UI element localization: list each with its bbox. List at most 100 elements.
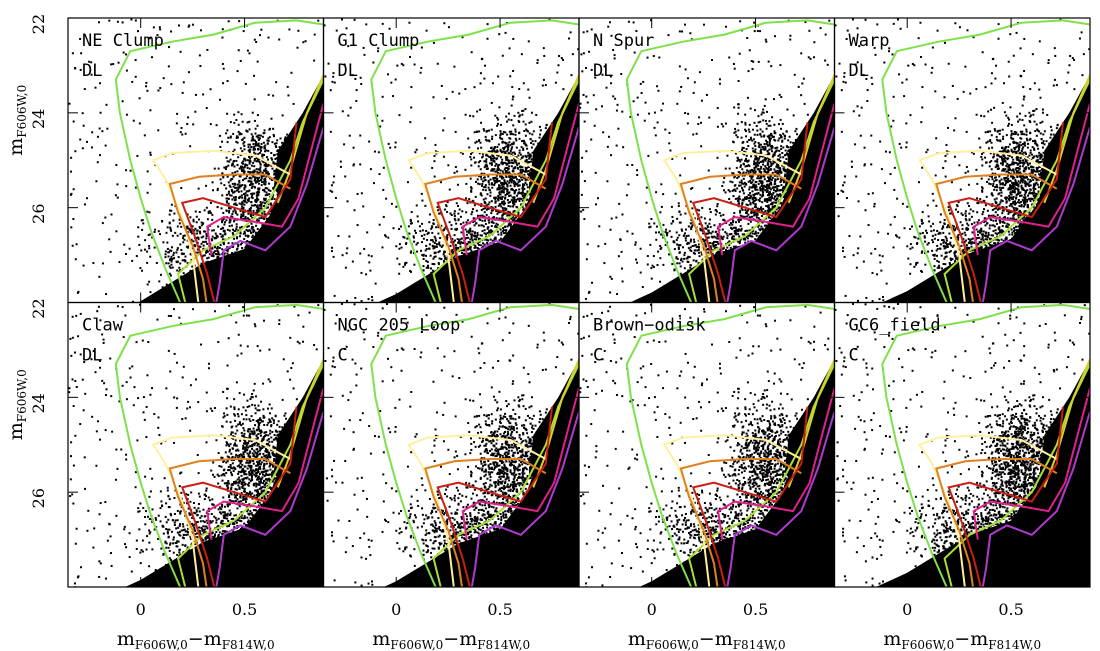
star-point <box>153 230 156 233</box>
star-point <box>271 195 274 198</box>
star-point <box>253 147 256 150</box>
star-point <box>250 231 253 234</box>
star-point <box>467 247 470 250</box>
star-point <box>258 179 261 182</box>
star-point <box>693 241 696 244</box>
star-point <box>745 280 748 283</box>
star-point <box>254 139 257 142</box>
star-point <box>604 242 607 245</box>
star-point <box>512 199 515 202</box>
star-point <box>748 186 751 189</box>
star-point <box>524 260 527 263</box>
star-point <box>169 274 172 277</box>
star-point <box>542 138 545 141</box>
star-point <box>772 162 775 165</box>
star-point <box>293 290 296 293</box>
star-point <box>512 176 515 179</box>
star-point <box>478 267 481 270</box>
star-point <box>696 217 699 220</box>
star-point <box>242 232 245 235</box>
star-point <box>181 259 184 262</box>
star-point <box>479 82 482 85</box>
star-point <box>430 271 433 274</box>
star-point <box>763 158 766 161</box>
star-point <box>419 71 422 74</box>
star-point <box>426 238 429 241</box>
star-point <box>363 53 366 56</box>
star-point <box>170 263 173 266</box>
star-point <box>571 119 574 122</box>
star-point <box>327 62 330 65</box>
star-point <box>360 300 363 303</box>
star-point <box>252 161 255 164</box>
star-point <box>132 300 135 303</box>
star-point <box>492 178 495 181</box>
star-point <box>780 136 783 139</box>
star-point <box>529 156 532 159</box>
star-point <box>520 228 523 231</box>
star-point <box>248 52 251 55</box>
star-point <box>307 276 310 279</box>
star-point <box>449 244 452 247</box>
star-point <box>250 181 253 184</box>
star-point <box>496 164 499 167</box>
star-point <box>493 268 496 271</box>
star-point <box>224 233 227 236</box>
star-point <box>483 172 486 175</box>
star-point <box>409 220 412 223</box>
star-point <box>253 273 256 276</box>
star-point <box>226 252 229 255</box>
star-point <box>283 164 286 167</box>
star-point <box>125 53 128 56</box>
star-point <box>225 156 228 159</box>
star-point <box>422 257 425 260</box>
star-point <box>496 168 499 171</box>
star-point <box>486 193 489 196</box>
star-point <box>489 157 492 160</box>
star-point <box>470 236 473 239</box>
star-point <box>770 208 773 211</box>
star-point <box>280 160 283 163</box>
star-point <box>220 260 223 263</box>
star-point <box>297 242 300 245</box>
star-point <box>223 184 226 187</box>
star-point <box>773 168 776 171</box>
star-point <box>516 224 519 227</box>
star-point <box>750 181 753 184</box>
star-point <box>258 168 261 171</box>
star-point <box>494 176 497 179</box>
star-point <box>789 176 792 179</box>
star-point <box>291 147 294 150</box>
star-point <box>496 145 499 148</box>
star-point <box>778 153 781 156</box>
star-point <box>451 249 454 252</box>
star-point <box>272 94 275 97</box>
star-point <box>438 243 441 246</box>
star-point <box>457 246 460 249</box>
star-point <box>526 244 529 247</box>
star-point <box>761 155 764 158</box>
star-point <box>635 29 638 32</box>
star-point <box>220 228 223 231</box>
star-point <box>598 225 601 228</box>
star-point <box>273 135 276 138</box>
star-point <box>231 213 234 216</box>
star-point <box>502 176 505 179</box>
star-point <box>723 282 726 285</box>
star-point <box>760 232 763 235</box>
star-point <box>771 262 774 265</box>
star-point <box>297 288 300 291</box>
star-point <box>438 250 441 253</box>
star-point <box>461 248 464 251</box>
star-point <box>672 240 675 243</box>
star-point <box>513 152 516 155</box>
star-point <box>274 162 277 165</box>
star-point <box>751 168 754 171</box>
star-point <box>254 199 257 202</box>
star-point <box>244 194 247 197</box>
star-point <box>765 256 768 259</box>
star-point <box>783 193 786 196</box>
star-point <box>519 218 522 221</box>
star-point <box>236 236 239 239</box>
star-point <box>244 82 247 85</box>
